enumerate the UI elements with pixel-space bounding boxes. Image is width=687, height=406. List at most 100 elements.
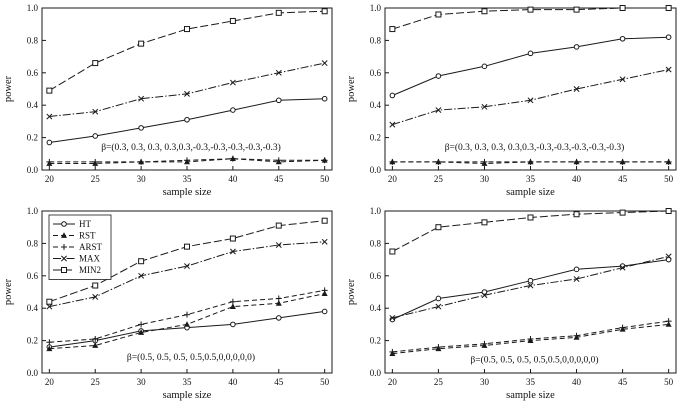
- beta-annotation: β=(0.3, 0.3, 0.3, 0.3,0.3,-0.3,-0.3,-0.3…: [445, 142, 625, 153]
- y-tick-label: 0.4: [27, 100, 39, 110]
- x-tick-label: 45: [618, 174, 628, 184]
- series-ARST-markers: [389, 318, 672, 355]
- series-HT: [389, 256, 672, 323]
- y-tick-label: 1.0: [27, 206, 39, 216]
- legend-label-HT: HT: [79, 219, 91, 229]
- series-ARST: [389, 158, 672, 165]
- y-tick-label: 0.8: [370, 238, 382, 248]
- series-MAX-markers: [46, 238, 328, 310]
- axis-ticks: 0.0 0.2 0.4 0.6 0.8 1.0 20 25 30 35 40 45 50: [27, 3, 330, 184]
- y-axis-label: power: [346, 278, 357, 305]
- series-ARST-markers: [46, 287, 328, 346]
- series-RST: [46, 290, 328, 352]
- plot-frame: [384, 210, 677, 374]
- series-HT: [389, 34, 672, 99]
- x-tick-label: 25: [91, 174, 101, 184]
- series-MAX: [46, 60, 328, 120]
- chart-panel-bottom-left: 0.0 0.2 0.4 0.6 0.8 1.0 20 25 30 35 40 45 50 sample s…: [0, 203, 343, 406]
- x-axis-label: sample size: [163, 187, 212, 198]
- x-tick-label: 25: [434, 377, 444, 387]
- chart-panel-top-right: 0.0 0.2 0.4 0.6 0.8 1.0 20 25 30 35 40 45 50 sample s…: [343, 0, 687, 203]
- series-HT-line: [392, 36, 669, 96]
- y-tick-label: 0.4: [370, 303, 382, 313]
- series-ARST-markers: [389, 158, 672, 165]
- y-tick-label: 0.2: [370, 336, 381, 346]
- series-HT-markers: [389, 256, 672, 323]
- y-tick-label: 0.0: [27, 165, 39, 175]
- series-MAX: [46, 238, 328, 310]
- series-MAX-markers: [389, 253, 672, 321]
- legend-box: [48, 214, 112, 280]
- x-tick-label: 50: [320, 377, 330, 387]
- axis-ticks: 0.0 0.2 0.4 0.6 0.8 1.0 20 25 30 35 40 45 50: [370, 3, 674, 184]
- y-axis-label: power: [3, 278, 14, 305]
- chart-svg-top-right: 0.0 0.2 0.4 0.6 0.8 1.0 20 25 30 35 40 45 50 sample s…: [346, 3, 677, 198]
- chart-svg-top-left: 0.0 0.2 0.4 0.6 0.8 1.0 20 25 30 35 40 45 50 sample s…: [3, 3, 333, 198]
- series-HT-line: [392, 259, 669, 320]
- x-tick-label: 40: [572, 174, 582, 184]
- series-MIN2-markers: [389, 5, 672, 33]
- series-RST-line: [49, 293, 325, 350]
- y-tick-label: 0.8: [370, 35, 382, 45]
- series-MIN2-markers: [46, 8, 328, 94]
- x-tick-label: 40: [572, 377, 582, 387]
- y-tick-label: 0.6: [370, 271, 382, 281]
- series-RST-markers: [46, 290, 328, 352]
- series-HT: [46, 95, 328, 146]
- x-tick-label: 20: [45, 377, 55, 387]
- series-MAX: [389, 66, 672, 128]
- beta-annotation: β=(0.5, 0.5, 0.5, 0.5,0.5,0,0,0,0,0): [127, 352, 255, 363]
- chart-svg-bottom-left: 0.0 0.2 0.4 0.6 0.8 1.0 20 25 30 35 40 45 50 sample s…: [3, 206, 333, 401]
- legend-label-ARST: ARST: [79, 242, 103, 252]
- y-tick-label: 0.6: [370, 68, 382, 78]
- series-MIN2: [389, 208, 672, 255]
- x-tick-label: 20: [45, 174, 55, 184]
- chart-svg-bottom-right: 0.0 0.2 0.4 0.6 0.8 1.0 20 25 30 35 40 45 50 sample s…: [346, 206, 677, 401]
- x-tick-label: 45: [618, 377, 628, 387]
- x-tick-label: 50: [664, 174, 674, 184]
- x-tick-label: 25: [91, 377, 101, 387]
- legend-label-MIN2: MIN2: [79, 265, 101, 275]
- x-tick-label: 40: [228, 377, 238, 387]
- axis-ticks: 0.0 0.2 0.4 0.6 0.8 1.0 20 25 30 35 40 45 50: [370, 206, 674, 387]
- x-tick-label: 45: [274, 174, 284, 184]
- series-MIN2: [389, 5, 672, 33]
- series-ARST-markers: [46, 155, 328, 165]
- x-tick-label: 40: [228, 174, 238, 184]
- legend-label-RST: RST: [79, 231, 96, 241]
- series-ARST: [46, 287, 328, 346]
- y-tick-label: 0.6: [27, 271, 39, 281]
- series-MAX-markers: [46, 60, 328, 120]
- x-tick-label: 30: [480, 174, 490, 184]
- y-tick-label: 0.0: [370, 368, 382, 378]
- y-tick-label: 1.0: [370, 206, 382, 216]
- x-axis-label: sample size: [163, 390, 212, 401]
- x-tick-label: 30: [137, 377, 147, 387]
- series-MAX-line: [49, 62, 325, 117]
- y-tick-label: 0.4: [370, 100, 382, 110]
- x-axis-label: sample size: [506, 390, 555, 401]
- series-MAX: [389, 253, 672, 321]
- x-tick-label: 50: [664, 377, 674, 387]
- series-HT-markers: [46, 95, 328, 146]
- chart-panel-top-left: 0.0 0.2 0.4 0.6 0.8 1.0 20 25 30 35 40 45 50 sample s…: [0, 0, 343, 203]
- beta-annotation: β=(0.5, 0.5, 0.5, 0.5,0.5,0,0,0,0,0): [470, 354, 598, 365]
- y-tick-label: 0.2: [27, 336, 38, 346]
- y-tick-label: 0.6: [27, 68, 39, 78]
- x-tick-label: 45: [274, 377, 284, 387]
- y-tick-label: 0.8: [27, 238, 39, 248]
- series-MIN2-line: [49, 10, 325, 92]
- beta-annotation: β=(0.3, 0.3, 0.3, 0.3,0.3,-0.3,-0.3,-0.3…: [101, 142, 281, 153]
- y-tick-label: 0.0: [27, 368, 39, 378]
- series-HT-markers: [389, 34, 672, 99]
- y-tick-label: 1.0: [370, 3, 382, 13]
- x-tick-label: 35: [526, 174, 536, 184]
- series-MAX-markers: [389, 66, 672, 128]
- y-axis-label: power: [346, 75, 357, 102]
- y-tick-label: 0.2: [27, 133, 38, 143]
- y-tick-label: 0.0: [370, 165, 382, 175]
- x-tick-label: 35: [526, 377, 536, 387]
- y-tick-label: 0.2: [370, 133, 381, 143]
